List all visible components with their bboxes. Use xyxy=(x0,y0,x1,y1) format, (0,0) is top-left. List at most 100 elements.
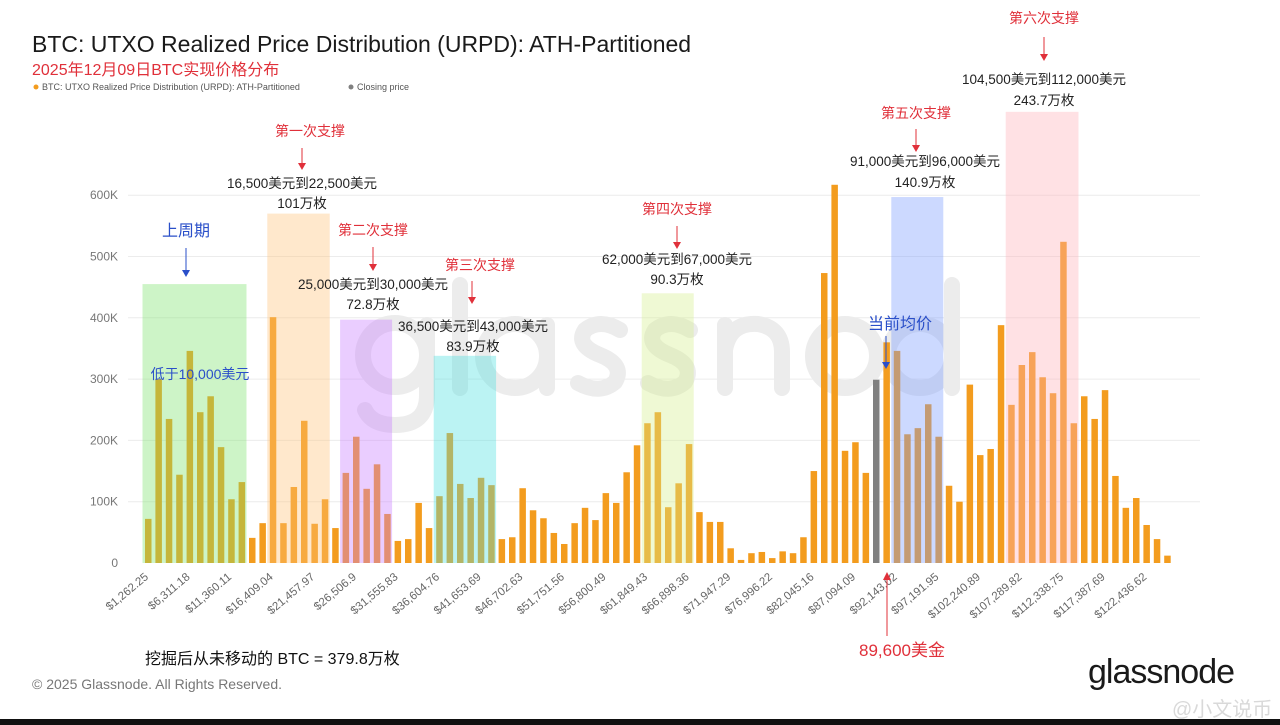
bar xyxy=(883,342,890,563)
bar xyxy=(1101,390,1109,563)
arrow-head-icon xyxy=(673,242,681,249)
bar xyxy=(332,528,339,563)
bar xyxy=(550,532,558,563)
prev-cycle-label: 上周期 xyxy=(162,222,210,240)
bar xyxy=(727,548,734,563)
bar xyxy=(1008,404,1015,563)
bar xyxy=(665,507,672,563)
bar xyxy=(644,423,651,563)
bar xyxy=(841,450,849,563)
bar xyxy=(1060,241,1067,563)
bar xyxy=(280,523,287,563)
bar xyxy=(207,396,214,563)
chart-subtitle: 2025年12月09日BTC实现价格分布 xyxy=(32,61,279,79)
annotation-support-5: 第五次支撑 91,000美元到96,000美元 140.9万枚 xyxy=(850,105,1000,190)
y-tick-label: 400K xyxy=(90,311,118,325)
bar xyxy=(155,379,162,563)
bar xyxy=(945,485,953,563)
highlight-bands xyxy=(142,111,1079,563)
support-1-amount: 101万枚 xyxy=(277,196,327,211)
support-2-label: 第二次支撑 xyxy=(338,222,408,238)
bar xyxy=(592,520,599,563)
support-band xyxy=(340,319,393,563)
bottom-border xyxy=(0,719,1280,725)
bar xyxy=(800,537,807,563)
bar xyxy=(769,558,776,563)
bar xyxy=(997,325,1005,563)
support-1-range: 16,500美元到22,500美元 xyxy=(227,176,377,191)
bar xyxy=(488,485,495,563)
bar xyxy=(685,444,693,563)
legend-urpd[interactable]: BTC: UTXO Realized Price Distribution (U… xyxy=(42,82,300,92)
y-tick-label: 300K xyxy=(90,372,118,386)
bar xyxy=(789,553,797,563)
annotation-current-average: 当前均价 xyxy=(868,315,932,369)
bar xyxy=(571,523,578,563)
copyright: © 2025 Glassnode. All Rights Reserved. xyxy=(32,676,282,692)
bar xyxy=(966,384,974,563)
legend-closing[interactable]: Closing price xyxy=(357,82,409,92)
arrow-head-icon xyxy=(468,297,476,304)
bar xyxy=(457,483,464,563)
bar xyxy=(1029,352,1036,563)
support-band xyxy=(641,293,694,563)
bar xyxy=(269,317,277,563)
bar xyxy=(623,472,630,563)
bar xyxy=(197,412,204,563)
arrow-head-icon xyxy=(298,163,306,170)
arrow-head-icon xyxy=(882,362,890,369)
support-6-amount: 243.7万枚 xyxy=(1014,93,1075,108)
credit-watermark: @小文说币 xyxy=(1172,698,1272,721)
bar xyxy=(613,502,620,563)
y-tick-label: 500K xyxy=(90,250,118,264)
bar xyxy=(914,428,922,563)
bar xyxy=(956,501,963,563)
support-4-amount: 90.3万枚 xyxy=(650,272,704,287)
annotation-prev-cycle: 上周期 低于10,000美元 xyxy=(151,222,250,382)
closing-price-bar xyxy=(873,379,880,563)
bar xyxy=(290,486,298,563)
bar xyxy=(415,502,422,563)
y-tick-label: 600K xyxy=(90,188,118,202)
support-5-range: 91,000美元到96,000美元 xyxy=(850,154,1000,169)
bar xyxy=(633,445,641,563)
bar xyxy=(373,464,381,563)
arrow-head-icon xyxy=(912,145,920,152)
bar xyxy=(321,499,329,563)
prev-cycle-range: 低于10,000美元 xyxy=(151,366,250,382)
bar xyxy=(717,521,724,563)
bar xyxy=(987,448,994,563)
bar xyxy=(529,510,537,563)
support-band xyxy=(891,197,944,563)
arrow-head-icon xyxy=(1040,54,1048,61)
bar xyxy=(581,507,589,563)
support-1-label: 第一次支撑 xyxy=(275,123,345,139)
bar xyxy=(1122,507,1130,563)
bars xyxy=(145,184,1171,564)
bar xyxy=(810,471,818,563)
support-band xyxy=(267,213,330,563)
annotation-support-1: 第一次支撑 16,500美元到22,500美元 101万枚 xyxy=(227,123,377,211)
bar xyxy=(831,184,838,564)
bar xyxy=(1091,418,1098,563)
annotation-support-3: 第三次支撑 36,500美元到43,000美元 83.9万枚 xyxy=(398,257,548,354)
bar xyxy=(696,512,703,563)
arrow-head-icon xyxy=(369,264,377,271)
bar xyxy=(165,418,173,563)
bar xyxy=(935,436,942,563)
bar xyxy=(363,488,370,563)
y-axis: 0 100K 200K 300K 400K 500K 600K xyxy=(90,188,118,570)
bar xyxy=(540,518,547,563)
bar xyxy=(602,493,610,563)
support-6-range: 104,500美元到112,000美元 xyxy=(962,72,1126,87)
annotation-support-6: 第六次支撑 104,500美元到112,000美元 243.7万枚 xyxy=(962,10,1126,108)
support-4-label: 第四次支撑 xyxy=(642,201,712,217)
bar xyxy=(342,472,350,563)
bar xyxy=(1039,377,1046,563)
bar xyxy=(1133,498,1140,563)
bar xyxy=(1018,365,1026,563)
y-tick-label: 100K xyxy=(90,495,118,509)
bar xyxy=(498,539,506,563)
current-average-label: 当前均价 xyxy=(868,315,932,333)
